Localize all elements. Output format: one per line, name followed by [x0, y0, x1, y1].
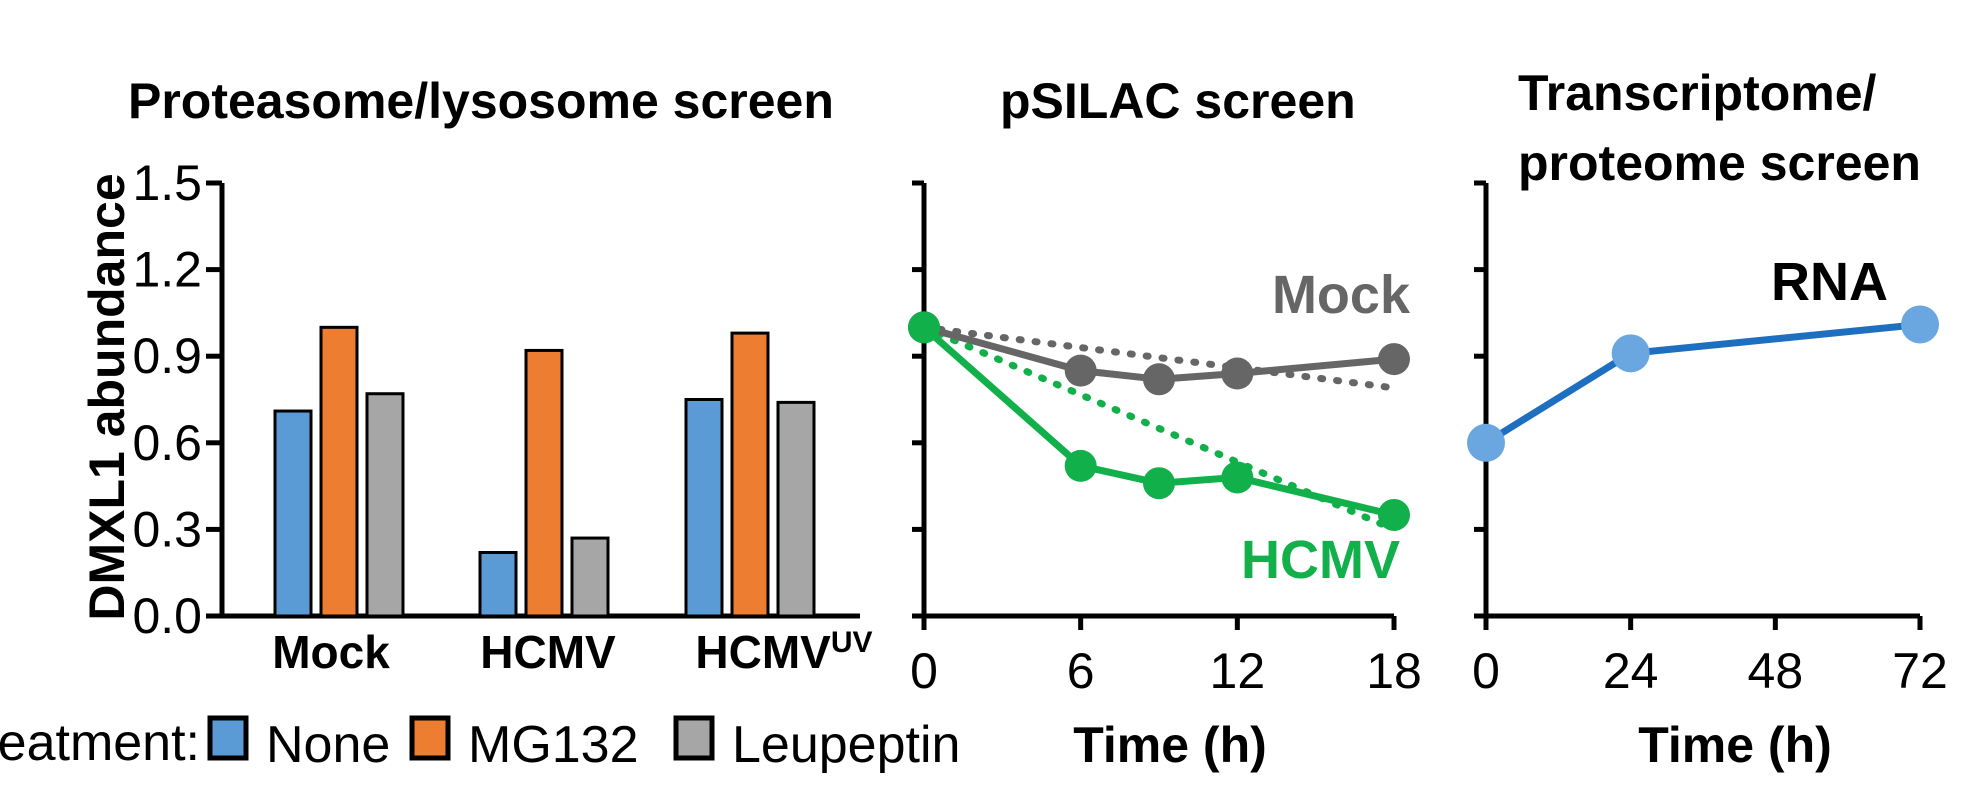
- transcriptome-x-tick-label: 24: [1603, 643, 1659, 699]
- data-point-hcmv: [908, 311, 940, 344]
- y-axis-label: DMXL1 abundance: [79, 173, 135, 620]
- bar-mg132: [730, 331, 770, 618]
- transcriptome-x-tick-label: 72: [1892, 643, 1948, 699]
- bar-leupeptin: [570, 536, 610, 618]
- line-chart-psilac: pSILAC screen 0 6 12 18 Mock HCMV Time (h): [908, 73, 1422, 773]
- data-point-rna: [1611, 334, 1650, 373]
- bar-none: [273, 409, 313, 618]
- y-tick-label: 0.6: [132, 415, 202, 471]
- category-superscript: UV: [831, 626, 873, 659]
- line-chart-transcriptome: Transcriptome/ proteome screen 0 24 48 72 R…: [1467, 65, 1948, 773]
- data-point-mock: [1221, 357, 1254, 390]
- data-point-hcmv: [1143, 467, 1175, 500]
- psilac-x-tick-label: 6: [1067, 643, 1095, 699]
- bar-leupeptin: [776, 400, 816, 618]
- y-tick-label: 0.9: [132, 328, 202, 384]
- psilac-x-tick-label: 18: [1366, 643, 1422, 699]
- data-point-rna: [1467, 423, 1505, 462]
- data-point-hcmv: [1221, 461, 1254, 494]
- psilac-x-axis-label: Time (h): [1073, 717, 1267, 773]
- transcriptome-title-line1: Transcriptome/: [1518, 65, 1877, 121]
- psilac-x-tick-label: 12: [1210, 643, 1266, 699]
- psilac-x-tick-label: 0: [910, 643, 938, 699]
- legend-swatch-none: [207, 715, 249, 761]
- data-point-mock: [1064, 354, 1097, 387]
- transcriptome-x-tick-label: 0: [1472, 643, 1500, 699]
- legend-item-none: None: [266, 716, 390, 774]
- data-point-hcmv: [1064, 449, 1097, 482]
- bar-chart-proteasome-lysosome: Proteasome/lysosome screen DMXL1 abundan…: [79, 73, 873, 678]
- category-label: HCMV: [480, 626, 616, 678]
- y-tick-label: 0.0: [132, 588, 202, 644]
- y-tick-label: 1.2: [132, 242, 202, 298]
- transcriptome-x-axis-label: Time (h): [1638, 717, 1832, 773]
- legend-item-mg132: MG132: [468, 716, 639, 774]
- y-tick-label: 0.3: [132, 501, 202, 557]
- bar-none: [478, 550, 518, 618]
- legend-swatch-leupeptin: [673, 715, 715, 761]
- legend-label: Treatment:: [0, 714, 200, 772]
- category-label: Mock: [272, 626, 390, 678]
- bar-none: [684, 398, 724, 618]
- series-line-rna: [1484, 320, 1921, 446]
- bar-mg132: [524, 348, 564, 618]
- bar-mg132: [319, 325, 359, 618]
- legend-item-leupeptin: Leupeptin: [732, 716, 960, 774]
- series-label-rna: RNA: [1771, 252, 1888, 312]
- data-point-rna: [1901, 305, 1939, 344]
- series-label-hcmv: HCMV: [1241, 530, 1400, 590]
- category-label: HCMVUV: [695, 626, 872, 678]
- legend-swatch-mg132: [409, 715, 451, 761]
- transcriptome-title-line2: proteome screen: [1518, 135, 1921, 191]
- data-point-hcmv: [1378, 498, 1410, 531]
- data-point-mock: [1378, 343, 1410, 376]
- y-tick-label: 1.5: [132, 155, 202, 211]
- series-label-mock: Mock: [1272, 265, 1411, 325]
- data-point-mock: [1143, 363, 1175, 396]
- fit-line-hcmv: [920, 323, 1398, 533]
- psilac-title: pSILAC screen: [1000, 73, 1356, 129]
- fit-line-mock: [920, 323, 1398, 392]
- bar-chart-title: Proteasome/lysosome screen: [128, 73, 834, 129]
- legend: Treatment: None MG132 Leupeptin: [0, 714, 960, 774]
- transcriptome-x-tick-label: 48: [1748, 643, 1804, 699]
- bar-leupeptin: [365, 392, 405, 618]
